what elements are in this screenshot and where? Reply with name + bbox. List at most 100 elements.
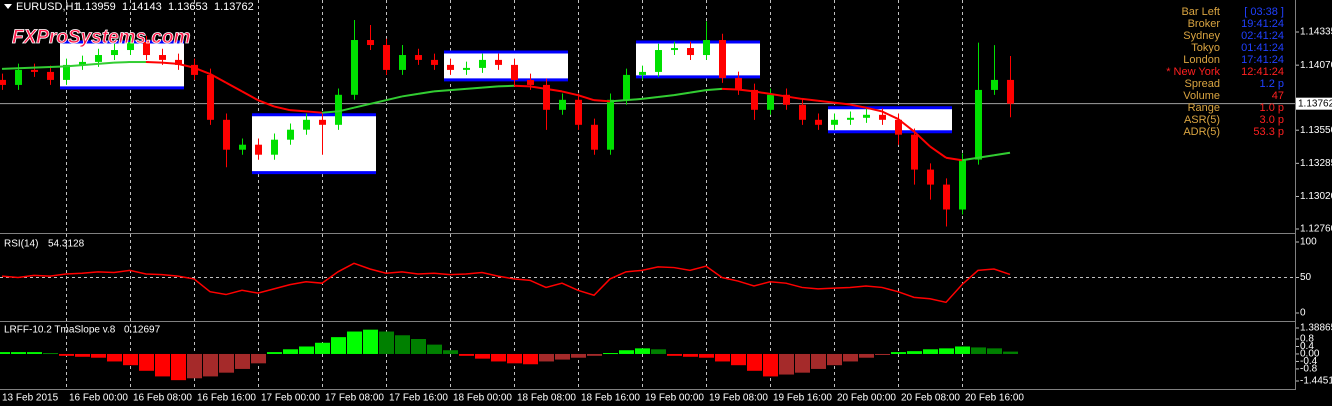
moving-average (449, 87, 467, 92)
y-tick-label: -0.4 (1300, 356, 1318, 367)
histogram-bar (795, 353, 810, 373)
candle-body (15, 69, 22, 85)
x-tick-label: 16 Feb 16:00 (197, 393, 256, 404)
moving-average (113, 61, 131, 64)
y-tick-label: 0.8 (1300, 334, 1314, 345)
y-tick-label: 1.14070 (1300, 60, 1332, 71)
moving-average (465, 86, 483, 90)
histogram-bar (603, 353, 618, 355)
moving-average (321, 110, 339, 114)
moving-average (81, 62, 99, 67)
candle-body (383, 45, 390, 70)
histogram-bar (75, 353, 90, 357)
histogram-bar (187, 353, 202, 379)
moving-average (673, 91, 691, 97)
histogram-bar (843, 353, 858, 362)
moving-average (17, 66, 35, 70)
histogram-bar (923, 349, 938, 354)
info-label: * New York (1166, 66, 1220, 78)
moving-average (929, 145, 947, 159)
info-label: Range (1188, 102, 1220, 114)
histogram-bar (299, 346, 314, 354)
moving-average (897, 118, 915, 133)
moving-average (401, 92, 419, 98)
moving-average (241, 90, 259, 102)
y-tick-label: 1.38865 (1300, 323, 1332, 334)
session-box (828, 107, 952, 132)
histogram-bar (491, 353, 506, 362)
candle-body (975, 89, 982, 160)
current-price-label: 1.13762 (1298, 98, 1332, 109)
moving-average (577, 94, 595, 102)
histogram-bar (91, 353, 106, 358)
histogram-bar (587, 353, 602, 356)
y-tick-label: 50 (1300, 272, 1312, 283)
histogram-bar (315, 342, 330, 354)
menu-arrow[interactable] (4, 4, 12, 9)
moving-average (913, 130, 931, 148)
moving-average (497, 84, 515, 88)
ohlc-close: 1.13762 (214, 1, 254, 13)
info-value: 3.0 p (1260, 114, 1284, 126)
histogram-bar (827, 353, 842, 366)
moving-average (769, 92, 787, 98)
candle-body (575, 99, 582, 125)
session-box (444, 52, 568, 80)
candle-body (495, 59, 502, 65)
candle-body (207, 74, 214, 120)
candle-body (239, 144, 246, 150)
y-tick-label: 0 (1300, 308, 1306, 319)
candle-body (479, 59, 486, 68)
candle-body (63, 64, 70, 80)
session-box (252, 114, 376, 173)
rsi-line (1, 262, 1011, 304)
histogram-bar (683, 353, 698, 357)
histogram-bar (635, 348, 650, 354)
histogram-bar (763, 353, 778, 377)
candle-body (559, 99, 566, 110)
moving-average (625, 97, 643, 102)
info-value: 02:41:24 (1241, 30, 1284, 42)
candle-body (911, 134, 918, 170)
histogram-bar (891, 352, 906, 354)
info-value: 1.2 p (1260, 78, 1284, 90)
info-value: [ 03:38 ] (1244, 6, 1284, 18)
histogram-bar (747, 353, 762, 371)
moving-average (545, 87, 563, 93)
histogram-bar (619, 350, 634, 354)
histogram-bar (219, 353, 234, 373)
x-tick-label: 19 Feb 08:00 (709, 393, 768, 404)
y-tick-label: 1.12760 (1300, 224, 1332, 235)
moving-average (481, 85, 499, 89)
candle-body (303, 119, 310, 130)
histogram-bar (731, 353, 746, 366)
moving-average (513, 84, 531, 88)
y-tick-label: 0.4 (1300, 341, 1314, 352)
moving-average (385, 95, 403, 102)
histogram-bar (939, 348, 954, 354)
candle-body (927, 169, 934, 185)
moving-average (33, 66, 51, 69)
x-tick-label: 20 Feb 00:00 (837, 393, 896, 404)
moving-average (657, 94, 675, 99)
moving-average (561, 90, 579, 97)
ohlc-high: 1.14143 (122, 1, 162, 13)
histogram-bar (859, 353, 874, 358)
histogram-bar (43, 353, 58, 355)
candle-body (783, 94, 790, 105)
session-box (636, 42, 760, 77)
x-tick-label: 18 Feb 00:00 (453, 393, 512, 404)
candle-body (735, 77, 742, 90)
candle-body (767, 94, 774, 110)
histogram-bar (539, 353, 554, 362)
histogram-bar (251, 353, 266, 364)
info-value: 01:41:24 (1241, 42, 1284, 54)
info-label: Tokyo (1191, 42, 1220, 54)
histogram-bar (1003, 351, 1018, 354)
histogram-bar (11, 352, 26, 354)
histogram-bar (779, 353, 794, 375)
moving-average (865, 106, 883, 113)
moving-average (833, 101, 851, 106)
